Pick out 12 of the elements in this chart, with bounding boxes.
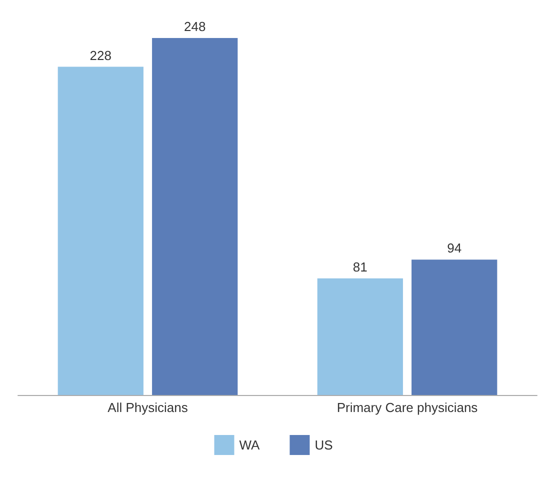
x-tick-label: All Physicians [108, 400, 188, 415]
bar [412, 260, 498, 395]
data-label: 228 [90, 48, 112, 63]
data-label: 81 [352, 259, 368, 274]
data-label: 248 [184, 19, 206, 34]
bar [317, 278, 403, 395]
data-label: 94 [447, 240, 462, 256]
legend-label: WA [239, 438, 260, 452]
bar [152, 38, 238, 395]
bar [58, 66, 144, 395]
x-tick-label: Primary Care physicians [336, 400, 478, 415]
legend-label: US [314, 438, 334, 452]
